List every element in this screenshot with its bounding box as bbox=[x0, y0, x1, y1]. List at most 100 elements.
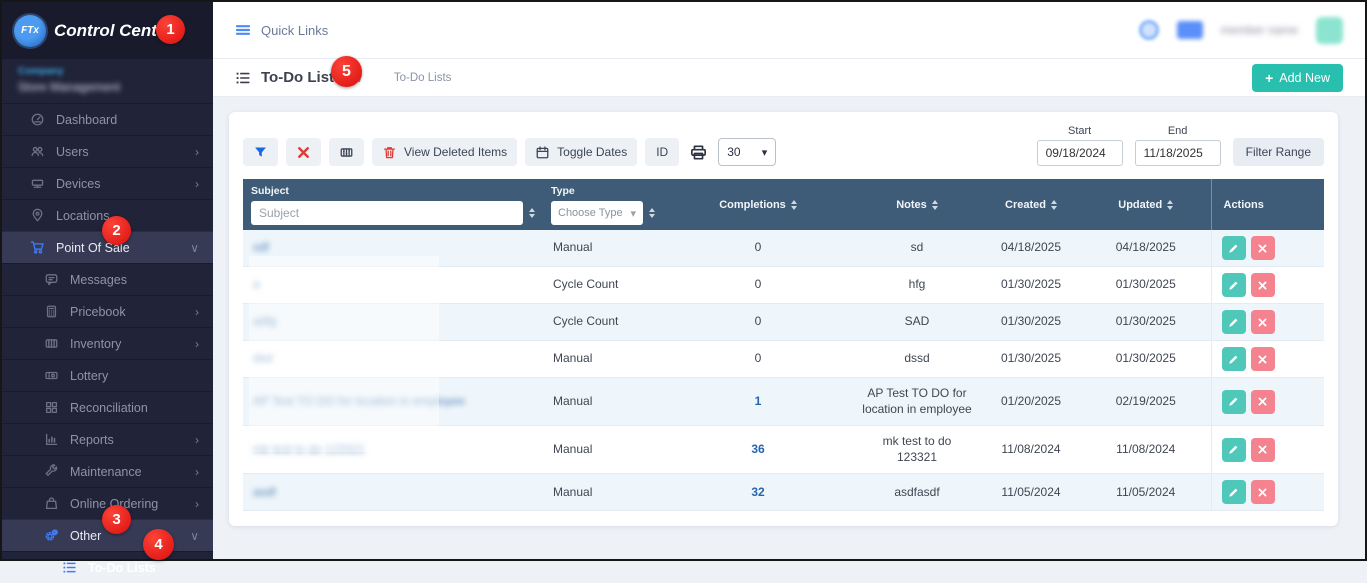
updated-cell: 01/30/2025 bbox=[1081, 304, 1211, 341]
sidebar-item-maintenance[interactable]: Maintenance› bbox=[2, 455, 213, 487]
x-icon bbox=[1257, 354, 1268, 365]
sort-created-icon[interactable] bbox=[1051, 200, 1057, 210]
delete-button[interactable] bbox=[1251, 310, 1275, 334]
printer-icon bbox=[689, 143, 708, 162]
column-type: Type Choose Type bbox=[543, 179, 663, 230]
filter-range-button[interactable]: Filter Range bbox=[1233, 138, 1324, 166]
page-header: To-Do Lists ∨ To-Do Lists + Add New bbox=[213, 59, 1365, 97]
completions-cell: 0 bbox=[663, 304, 853, 341]
sidebar-item-to-do-lists[interactable]: To-Do Lists bbox=[2, 551, 213, 583]
subject-link-blurred[interactable]: asdf bbox=[253, 485, 276, 499]
delete-button[interactable] bbox=[1251, 480, 1275, 504]
completions-cell: 1 bbox=[663, 378, 853, 426]
edit-button[interactable] bbox=[1222, 347, 1246, 371]
table-row: dsdManual0dssd01/30/202501/30/2025 bbox=[243, 341, 1324, 378]
start-label: Start bbox=[1068, 125, 1091, 137]
sort-notes-icon[interactable] bbox=[932, 200, 938, 210]
view-deleted-label: View Deleted Items bbox=[404, 145, 507, 159]
subject-cell: AP Test TO DO for location in employee bbox=[243, 378, 543, 426]
company-label-blurred: Company bbox=[18, 66, 197, 77]
start-date-input[interactable] bbox=[1037, 140, 1123, 166]
completions-link[interactable]: 32 bbox=[751, 485, 764, 499]
menu-bars-icon bbox=[235, 22, 251, 38]
edit-button[interactable] bbox=[1222, 310, 1246, 334]
sidebar-item-devices[interactable]: Devices› bbox=[2, 167, 213, 199]
subject-filter-input[interactable] bbox=[251, 201, 523, 225]
subject-cell: a bbox=[243, 267, 543, 304]
sort-type-icon[interactable] bbox=[649, 208, 655, 218]
sidebar-item-reports[interactable]: Reports› bbox=[2, 423, 213, 455]
delete-button[interactable] bbox=[1251, 236, 1275, 260]
sidebar-item-label: Devices bbox=[56, 177, 100, 191]
sidebar-item-label: Pricebook bbox=[70, 305, 126, 319]
created-cell: 11/08/2024 bbox=[981, 426, 1081, 474]
updated-cell: 04/18/2025 bbox=[1081, 230, 1211, 267]
completions-value: 0 bbox=[755, 277, 762, 291]
table-row: aCycle Count0hfg01/30/202501/30/2025 bbox=[243, 267, 1324, 304]
page-size-select[interactable]: 30 bbox=[718, 138, 776, 166]
help-icon[interactable] bbox=[1139, 20, 1159, 40]
subject-link-blurred[interactable]: adfg bbox=[253, 314, 276, 328]
callout-5: 5 bbox=[331, 56, 362, 87]
completions-cell: 32 bbox=[663, 474, 853, 511]
clear-filter-button[interactable] bbox=[286, 138, 321, 166]
edit-button[interactable] bbox=[1222, 480, 1246, 504]
column-actions: Actions bbox=[1211, 179, 1324, 230]
completions-link[interactable]: 1 bbox=[755, 394, 762, 408]
sort-subject-icon[interactable] bbox=[529, 208, 535, 218]
avatar[interactable] bbox=[1316, 17, 1343, 44]
print-button[interactable] bbox=[689, 138, 708, 166]
subject-link-blurred[interactable]: AP Test TO DO for location in employee bbox=[253, 394, 465, 408]
flag-icon[interactable] bbox=[1177, 21, 1203, 39]
delete-button[interactable] bbox=[1251, 438, 1275, 462]
sidebar-item-pricebook[interactable]: Pricebook› bbox=[2, 295, 213, 327]
pricebook-icon bbox=[44, 304, 61, 319]
company-name-blurred: Store Management bbox=[18, 80, 197, 94]
notes-cell: hfg bbox=[853, 267, 981, 304]
sidebar-item-lottery[interactable]: Lottery bbox=[2, 359, 213, 391]
completions-link[interactable]: 36 bbox=[751, 442, 764, 456]
subject-cell: dsd bbox=[243, 341, 543, 378]
pencil-icon bbox=[1227, 316, 1240, 329]
sidebar-item-dashboard[interactable]: Dashboard bbox=[2, 103, 213, 135]
view-deleted-items-button[interactable]: View Deleted Items bbox=[372, 138, 517, 166]
sort-updated-icon[interactable] bbox=[1167, 200, 1173, 210]
completions-value: 0 bbox=[755, 314, 762, 328]
subject-link-blurred[interactable]: sdf bbox=[253, 240, 269, 254]
completions-value: 0 bbox=[755, 240, 762, 254]
sidebar-item-users[interactable]: Users› bbox=[2, 135, 213, 167]
sidebar-item-inventory[interactable]: Inventory› bbox=[2, 327, 213, 359]
edit-button[interactable] bbox=[1222, 390, 1246, 414]
subject-link-blurred[interactable]: a bbox=[253, 277, 260, 291]
type-cell: Manual bbox=[543, 474, 663, 511]
add-new-label: Add New bbox=[1279, 71, 1330, 85]
edit-button[interactable] bbox=[1222, 438, 1246, 462]
pencil-icon bbox=[1227, 353, 1240, 366]
delete-button[interactable] bbox=[1251, 347, 1275, 371]
completions-value: 0 bbox=[755, 351, 762, 365]
delete-button[interactable] bbox=[1251, 390, 1275, 414]
filter-button[interactable] bbox=[243, 138, 278, 166]
id-button[interactable]: ID bbox=[645, 138, 679, 166]
abacus-button[interactable] bbox=[329, 138, 364, 166]
edit-button[interactable] bbox=[1222, 236, 1246, 260]
sort-completions-icon[interactable] bbox=[791, 200, 797, 210]
cart-icon bbox=[30, 240, 47, 255]
quick-links-button[interactable]: Quick Links bbox=[235, 22, 328, 38]
pencil-icon bbox=[1227, 443, 1240, 456]
toggle-dates-label: Toggle Dates bbox=[557, 145, 627, 159]
edit-button[interactable] bbox=[1222, 273, 1246, 297]
subject-link-blurred[interactable]: dsd bbox=[253, 351, 272, 365]
end-date-input[interactable] bbox=[1135, 140, 1221, 166]
sidebar-item-reconciliation[interactable]: Reconciliation bbox=[2, 391, 213, 423]
chevron-right-icon: › bbox=[195, 465, 199, 479]
updated-cell: 11/05/2024 bbox=[1081, 474, 1211, 511]
type-filter-select[interactable]: Choose Type bbox=[551, 201, 643, 225]
delete-button[interactable] bbox=[1251, 273, 1275, 297]
add-new-button[interactable]: + Add New bbox=[1252, 64, 1343, 92]
chevron-right-icon: › bbox=[195, 497, 199, 511]
toggle-dates-button[interactable]: Toggle Dates bbox=[525, 138, 637, 166]
updated-cell: 01/30/2025 bbox=[1081, 341, 1211, 378]
sidebar-item-messages[interactable]: Messages bbox=[2, 263, 213, 295]
subject-link-blurred[interactable]: mk test to do 123321 bbox=[253, 442, 365, 456]
